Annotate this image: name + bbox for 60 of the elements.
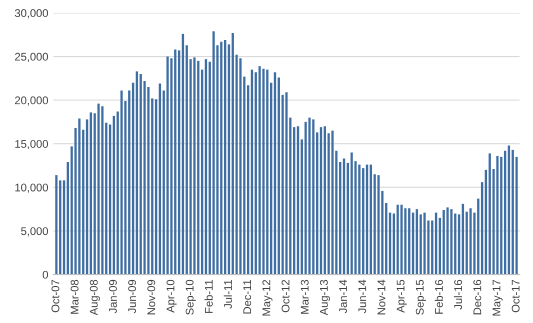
bar [416, 209, 418, 275]
y-tick-label: 15,000 [15, 140, 48, 150]
bar [220, 42, 222, 275]
x-tick-label: Jan-14 [339, 280, 347, 314]
bar [324, 126, 326, 275]
x-tick-label: Jul-16 [454, 280, 462, 310]
x-tick-label: Jul-11 [224, 280, 232, 309]
bar [312, 119, 314, 275]
bar [350, 152, 353, 275]
bar [304, 122, 307, 275]
bar [140, 74, 142, 275]
y-tick-label: 0 [42, 270, 48, 279]
bar [488, 153, 491, 275]
bar [266, 70, 268, 275]
x-tick-label: Mar-08 [70, 280, 79, 314]
x-tick-label: Dec-16 [473, 280, 482, 314]
bar [404, 208, 407, 275]
bar [55, 175, 58, 275]
bar [442, 210, 445, 275]
bar [112, 116, 116, 275]
bar [258, 66, 261, 275]
x-tick-label: Sep-15 [416, 280, 426, 315]
x-tick-label: Feb-16 [434, 280, 443, 314]
x-tick-label: Apr-15 [396, 280, 407, 313]
bar [358, 164, 361, 275]
bar [197, 60, 200, 275]
x-tick-label: May-12 [262, 280, 272, 316]
bar [370, 164, 372, 275]
x-tick-label: Sep-10 [186, 280, 196, 315]
y-tick-label: 30,000 [14, 9, 48, 18]
x-tick-label: Oct-12 [282, 280, 290, 312]
x-tick-label: Oct-07 [51, 280, 60, 312]
y-tick-label: 10,000 [15, 184, 48, 193]
x-tick-label: Nov-09 [147, 280, 156, 314]
bar [408, 208, 410, 275]
bar [512, 150, 514, 275]
bar [101, 106, 104, 275]
x-tick-label: Aug-08 [90, 280, 100, 316]
x-tick-label: May-17 [492, 280, 503, 316]
x-tick-label: Aug-13 [320, 280, 330, 316]
bar [90, 112, 92, 275]
y-tick-label: 25,000 [15, 52, 48, 62]
bar [174, 50, 176, 275]
y-tick-label: 20,000 [15, 96, 48, 106]
x-tick-label: Apr-10 [166, 280, 177, 313]
x-tick-label: Jun-14 [358, 280, 366, 314]
x-tick-label: Jan-09 [109, 280, 117, 314]
bar [232, 32, 234, 275]
x-tick-label: Dec-11 [243, 280, 252, 314]
x-tick-label: Feb-11 [204, 280, 213, 313]
bar [396, 204, 399, 275]
x-tick-label: Mar-13 [300, 280, 309, 314]
bar [78, 118, 81, 275]
y-tick-label: 5,000 [21, 227, 48, 236]
x-tick-label: Oct-17 [512, 280, 520, 312]
x-tick-label: Jun-09 [128, 280, 136, 314]
bar [362, 168, 364, 275]
bar [212, 31, 215, 275]
x-tick-label: Nov-14 [378, 280, 386, 314]
bar [224, 40, 226, 275]
